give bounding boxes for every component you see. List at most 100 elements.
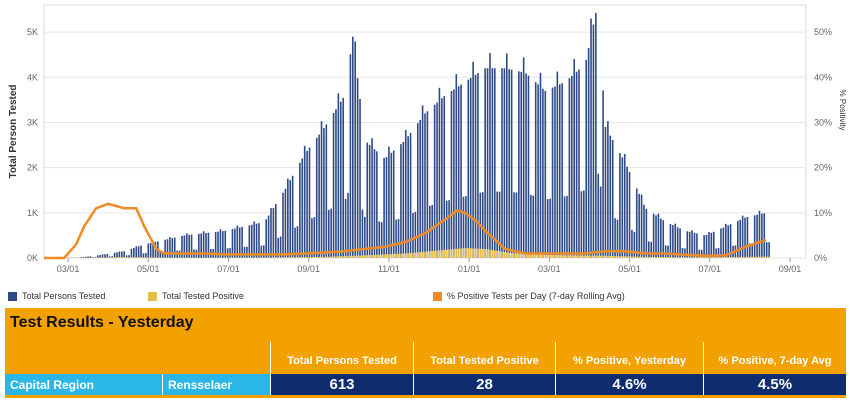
bar-positive <box>599 255 602 258</box>
bar-tested <box>145 253 147 258</box>
bar-tested <box>484 68 486 258</box>
bar-tested <box>570 76 573 258</box>
y-tick-label: 1K <box>27 208 38 218</box>
bar-positive <box>438 250 441 258</box>
bar-positive <box>481 248 484 258</box>
bar-tested <box>378 221 381 258</box>
bar-positive <box>113 257 116 258</box>
bar-positive <box>626 256 628 258</box>
y-tick-label: 2K <box>27 163 38 173</box>
bar-positive <box>530 254 532 258</box>
bar-tested <box>339 101 342 258</box>
bar-positive <box>607 255 609 258</box>
bar-positive <box>573 255 575 258</box>
bar-tested <box>546 199 549 258</box>
bar-positive <box>149 257 152 258</box>
bar-positive <box>698 257 701 258</box>
bar-tested <box>152 241 154 258</box>
bar-tested <box>299 162 301 258</box>
bar-positive <box>623 256 626 258</box>
bar-positive <box>123 257 126 258</box>
bar-tested <box>185 233 188 258</box>
bar-positive <box>614 256 616 258</box>
region-cell: Capital Region <box>5 374 162 395</box>
bar-positive <box>133 257 135 258</box>
bar-tested <box>106 253 109 258</box>
bar-positive <box>756 256 758 258</box>
bar-tested <box>595 12 597 259</box>
bar-positive <box>397 253 400 258</box>
bar-tested <box>638 193 640 258</box>
bar-tested <box>604 126 607 258</box>
bar-tested <box>628 172 631 258</box>
bar-tested <box>607 121 609 258</box>
bar-tested <box>424 113 426 258</box>
bar-tested <box>729 224 732 258</box>
bar-positive <box>652 256 655 258</box>
bar-positive <box>667 257 669 258</box>
x-tick-label: 03/01 <box>57 264 80 274</box>
bar-tested <box>301 158 304 258</box>
bar-tested <box>590 18 592 258</box>
bar-positive <box>460 248 462 258</box>
x-tick-label: 03/01 <box>538 264 561 274</box>
bar-positive <box>580 255 583 258</box>
bar-tested <box>337 93 340 258</box>
bar-tested <box>313 217 316 258</box>
bar-positive <box>457 248 460 258</box>
bar-tested <box>159 251 162 258</box>
bar-positive <box>700 257 703 258</box>
bar-tested <box>633 231 636 258</box>
bar-positive <box>325 256 328 258</box>
bar-tested <box>217 231 219 258</box>
value-total-tested: 613 <box>270 374 413 395</box>
county-cell: Rensselaer <box>162 374 270 395</box>
bar-positive <box>441 250 443 258</box>
bar-tested <box>751 243 754 258</box>
y-axis-title: Total Person Tested <box>8 84 19 178</box>
bar-tested <box>631 229 633 258</box>
bar-tested <box>506 53 508 258</box>
bar-tested <box>525 73 527 258</box>
bar-tested <box>140 245 142 258</box>
bar-tested <box>137 246 140 258</box>
bar-tested <box>467 79 470 258</box>
bar-tested <box>441 98 443 259</box>
bar-positive <box>708 257 710 258</box>
bar-positive <box>142 257 145 258</box>
bar-positive <box>267 257 270 258</box>
bar-positive <box>676 257 679 258</box>
bar-positive <box>395 253 397 258</box>
bar-positive <box>638 256 640 258</box>
y2-tick-label: 30% <box>814 117 832 127</box>
legend-label-rolling: % Positive Tests per Day (7-day Rolling … <box>447 291 625 301</box>
legend-item-rolling[interactable]: % Positive Tests per Day (7-day Rolling … <box>433 289 625 303</box>
bar-tested <box>99 254 101 258</box>
y-tick-label: 4K <box>27 72 38 82</box>
bar-positive <box>287 257 289 258</box>
bar-tested <box>501 68 503 258</box>
bar-positive <box>354 255 357 258</box>
bar-tested <box>556 71 559 258</box>
bar-tested <box>436 102 438 258</box>
bar-positive <box>376 254 378 258</box>
bar-positive <box>542 254 544 258</box>
bar-tested <box>563 196 566 258</box>
bar-positive <box>137 257 140 258</box>
bar-tested <box>327 209 330 258</box>
legend-item-positive[interactable]: Total Tested Positive <box>148 289 244 303</box>
bar-positive <box>763 256 766 258</box>
legend-item-tested[interactable]: Total Persons Tested <box>8 289 105 303</box>
bar-positive <box>118 257 121 258</box>
x-tick-label: 05/01 <box>137 264 160 274</box>
bar-tested <box>619 153 621 258</box>
x-tick-label: 07/01 <box>217 264 240 274</box>
bar-positive <box>101 257 104 258</box>
bar-tested <box>164 239 166 258</box>
bar-positive <box>722 257 725 258</box>
bar-positive <box>537 254 539 258</box>
bar-tested <box>296 226 299 258</box>
bar-tested <box>308 147 311 258</box>
bar-tested <box>241 226 243 258</box>
bar-tested <box>371 138 373 258</box>
